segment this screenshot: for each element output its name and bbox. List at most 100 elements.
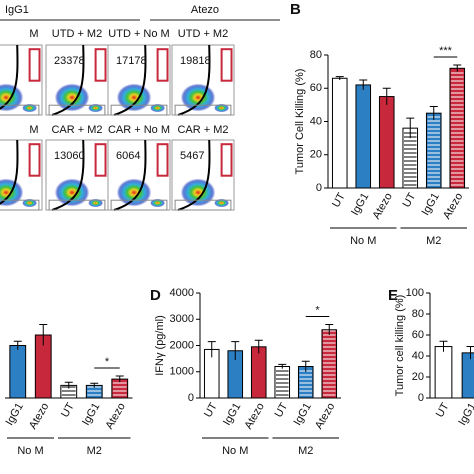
x-tick-label: UT [401, 191, 419, 210]
group-label: M2 [87, 445, 102, 457]
event-count: 6064 [116, 150, 140, 162]
panel-letter: B [290, 1, 301, 18]
gate [0, 139, 19, 205]
density [214, 198, 230, 208]
x-tick-label: IgG1 [80, 401, 102, 428]
error-bar [301, 360, 310, 372]
panel-letter: D [150, 287, 161, 304]
y-tick-label: 100 [406, 287, 424, 299]
gate [177, 139, 211, 211]
x-tick-label: IgG1 [456, 401, 474, 428]
density [116, 83, 152, 112]
gate [177, 44, 211, 116]
gate [51, 139, 85, 211]
gate-box [174, 199, 232, 211]
gate-box [48, 104, 106, 116]
plot-label: M [29, 124, 38, 136]
error-bar [453, 64, 462, 72]
x-tick-label: Atezo [313, 401, 337, 431]
error-bar [64, 381, 73, 389]
x-tick-label: Atezo [242, 401, 266, 431]
plot-label: CAR + M2 [51, 124, 102, 136]
gate-box [0, 199, 40, 211]
gate [51, 44, 85, 116]
event-count: 17178 [116, 55, 147, 67]
x-tick-label: IgG1 [4, 401, 26, 428]
plot-label: CAR + M2 [177, 124, 228, 136]
x-tick-label: IgG1 [221, 401, 243, 428]
gate-box [110, 199, 168, 211]
x-tick-label: Atezo [103, 401, 127, 431]
plot-label: UTD + M2 [178, 28, 228, 40]
x-tick-label: Atezo [441, 191, 465, 221]
gate-red [220, 143, 233, 177]
event-count: 13060 [54, 150, 85, 162]
event-count: 23378 [54, 55, 85, 67]
sig-label: * [105, 356, 110, 368]
density [22, 198, 38, 208]
x-tick-label: Atezo [370, 191, 394, 221]
y-axis-label: Tumor cell killing (%) [394, 295, 406, 397]
event-count: 5467 [180, 150, 204, 162]
error-bar [406, 117, 415, 139]
gate [113, 44, 147, 116]
sig-label: *** [439, 45, 453, 57]
x-tick-label: IgG1 [292, 401, 314, 428]
error-bar [278, 363, 287, 369]
group-label: No M [17, 445, 43, 457]
x-tick-label: UT [330, 191, 348, 210]
y-tick-label: 20 [412, 371, 424, 383]
y-tick-label: 20 [310, 149, 322, 161]
error-bar [429, 106, 438, 120]
x-tick-label: UT [273, 401, 291, 420]
y-tick-label: 80 [310, 49, 322, 61]
y-tick-label: 2000 [170, 339, 194, 351]
density [180, 83, 216, 112]
group-label: No M [350, 235, 376, 247]
x-tick-label: Atezo [27, 401, 51, 431]
sig-label: * [315, 304, 320, 316]
gate [0, 44, 19, 110]
group-label: M2 [298, 445, 313, 457]
error-bar [439, 340, 448, 352]
gate-red [94, 143, 107, 177]
density [54, 178, 90, 207]
bar [434, 346, 453, 399]
density [88, 103, 104, 113]
y-tick-label: 0 [188, 392, 194, 404]
bar [355, 84, 372, 189]
error-bar [359, 79, 368, 90]
gate-red [28, 48, 41, 82]
gate-red [28, 143, 41, 177]
y-tick-label: 40 [310, 115, 322, 127]
header: IgG1 [5, 4, 29, 16]
bar [9, 345, 27, 399]
plot-label: CAR + No M [108, 124, 170, 136]
y-tick-label: 60 [310, 82, 322, 94]
gate-red [156, 143, 169, 177]
x-tick-label: UT [434, 401, 452, 420]
y-axis-label: IFNγ (pg/ml) [154, 315, 166, 376]
density [22, 103, 38, 113]
gate-red [94, 48, 107, 82]
bar [461, 352, 474, 399]
error-bar [231, 341, 240, 360]
plot-label: UTD + M2 [52, 28, 102, 40]
density [150, 198, 166, 208]
error-bar [254, 339, 263, 354]
density [214, 103, 230, 113]
gate-box [174, 104, 232, 116]
bar [250, 346, 267, 399]
error-bar [115, 375, 124, 383]
gate-red [220, 48, 233, 82]
y-tick-label: 80 [412, 308, 424, 320]
y-tick-label: 0 [316, 182, 322, 194]
gate-box [48, 199, 106, 211]
error-bar [466, 346, 474, 360]
event-count: 19818 [180, 55, 211, 67]
bar [321, 329, 338, 399]
y-tick-label: 0 [418, 392, 424, 404]
bar [331, 77, 348, 189]
y-tick-label: 3000 [170, 313, 194, 325]
error-bar [335, 76, 344, 80]
